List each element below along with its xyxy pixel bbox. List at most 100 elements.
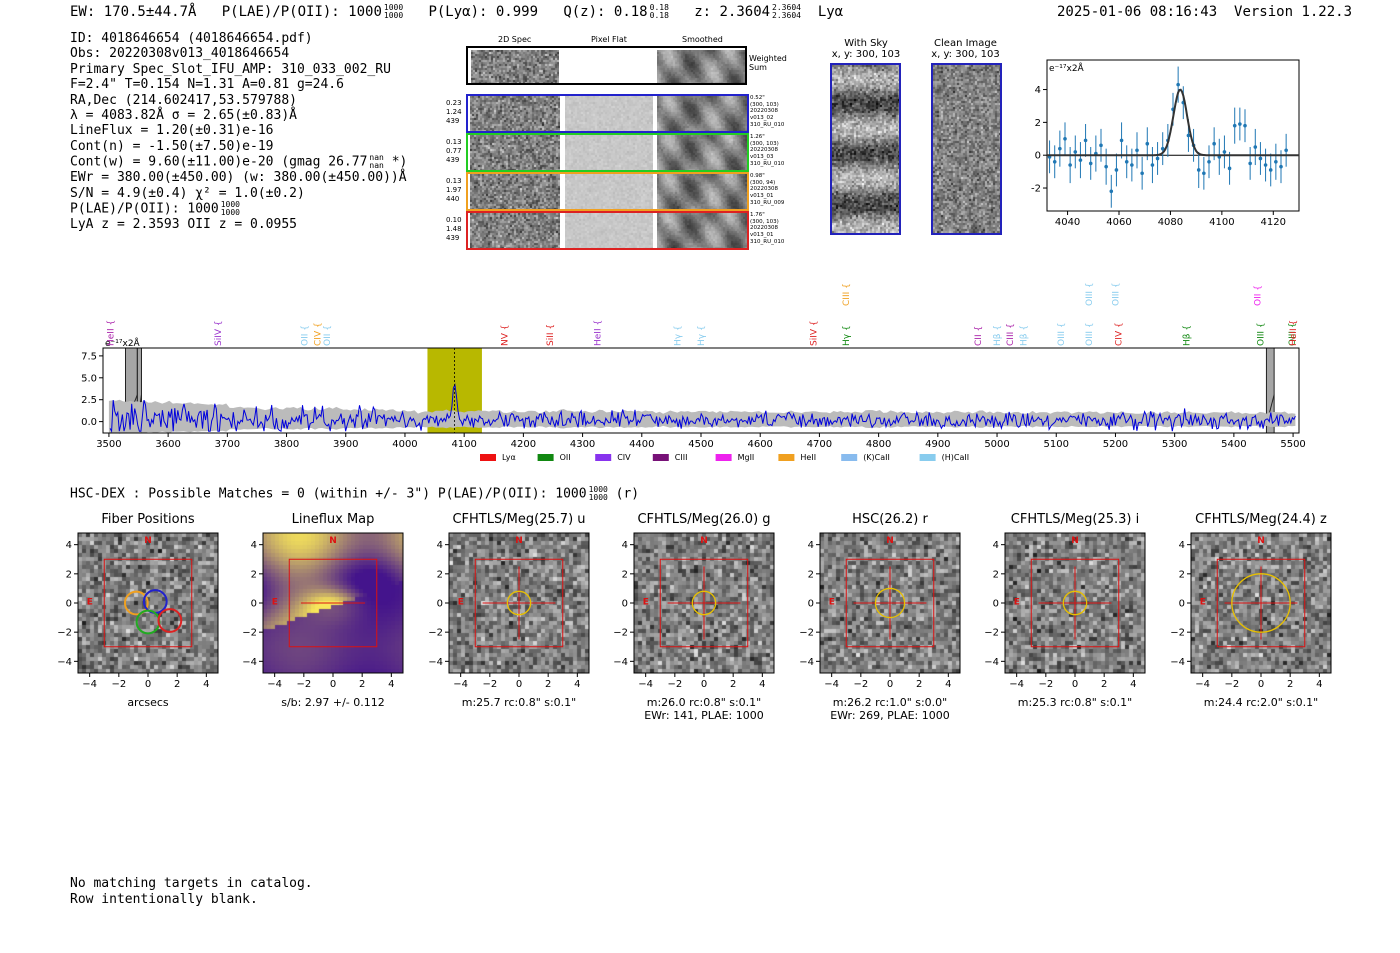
cutout-y-tick-label: 0 xyxy=(1179,599,1185,610)
full-y-label: e⁻¹⁷x2Å xyxy=(105,337,141,349)
zoom-data-point xyxy=(1109,189,1114,194)
clean-image xyxy=(931,63,1002,235)
spec2d-row-left-labels: 0.13 1.97 440 xyxy=(446,177,462,204)
weighted-2d-image xyxy=(471,50,559,83)
cutout-y-tick-label: −2 xyxy=(984,628,999,639)
cutout-y-tick-label: −4 xyxy=(242,657,257,668)
header-plya: P(Lyα): 0.999 xyxy=(428,4,539,20)
full-y-tick-label: 5.0 xyxy=(81,373,97,384)
emission-line-label: OII { xyxy=(1254,285,1264,306)
emission-line-label: HeII { xyxy=(1289,320,1299,346)
source-aperture-circle xyxy=(506,590,532,616)
col-smoothed: Smoothed xyxy=(682,35,723,44)
zoom-data-point xyxy=(1274,159,1278,164)
cutout-y-tick-label: −4 xyxy=(984,657,999,668)
cutout-aperture-box xyxy=(1030,558,1120,648)
info-plae-hi: 1000 xyxy=(220,200,240,210)
zoom-data-point xyxy=(1268,168,1273,172)
spec2d-row-smoothed xyxy=(657,96,747,131)
info-plae-lo: 1000 xyxy=(220,208,240,218)
spec2d-row-stat: 439 xyxy=(446,117,460,125)
east-marker: E xyxy=(829,597,835,607)
legend-label: (H)CaII xyxy=(942,453,969,462)
spec2d-row-meta: v013_01 xyxy=(750,193,774,200)
emission-line-label: Hβ { xyxy=(1183,325,1193,346)
emission-line-label: Hβ { xyxy=(993,325,1003,346)
zoom-plot-frame xyxy=(1046,59,1300,212)
cutout-title: HSC(26.2) r xyxy=(852,512,928,527)
zoom-data-point xyxy=(1232,123,1237,128)
zoom-data-point xyxy=(1063,136,1067,141)
emission-line-label: Hγ { xyxy=(673,325,683,346)
zoom-x-tick-label: 4100 xyxy=(1209,217,1234,228)
emission-line-label: CIV { xyxy=(313,322,323,346)
cutout-y-tick-label: 2 xyxy=(993,569,999,580)
north-marker: N xyxy=(329,536,337,546)
spec2d-row-stat: 1.48 xyxy=(446,225,462,233)
legend-label: OII xyxy=(560,453,571,462)
cutout-x-tick-label: 0 xyxy=(1258,679,1264,690)
full-x-tick-label: 3500 xyxy=(96,439,121,450)
full-x-tick-label: 4800 xyxy=(866,439,891,450)
cutout-x-tick-label: 2 xyxy=(359,679,365,690)
info-ewr: EWr = 380.00(±450.00) (w: 380.00(±450.00… xyxy=(70,170,407,186)
spec2d-row-flat xyxy=(565,174,653,209)
emission-line-label: SiIV { xyxy=(809,320,819,346)
clean-image-xy: x, y: 300, 103 xyxy=(931,49,1000,60)
emission-line-label: CIV { xyxy=(1114,322,1124,346)
cutout-caption-line-2: EWr: 141, PLAE: 1000 xyxy=(644,708,764,722)
full-spectrum-chart: 3500 3600 3700 3800 3900 4000 4100 4200 4300 4400… xyxy=(81,282,1306,462)
cutout-x-tick-label: 4 xyxy=(945,679,951,690)
cutout-y-tick-label: 2 xyxy=(1179,569,1185,580)
north-marker: N xyxy=(1071,536,1079,546)
cutout-x-tick-label: −4 xyxy=(638,679,653,690)
cutout-x-tick-label: −2 xyxy=(1224,679,1239,690)
spec2d-row-meta: v013_02 xyxy=(750,115,774,122)
spec2d-row-right-labels: 1.26" (300, 103) 20220308 v013_03 310_RU_010 xyxy=(750,134,784,168)
cutout-y-tick-label: 2 xyxy=(251,569,257,580)
info-contw-lo: nan xyxy=(369,161,384,171)
full-x-tick-label: 5200 xyxy=(1103,439,1128,450)
cutout-caption-line-1: m:26.0 rc:0.8" s:0.1" xyxy=(646,696,762,709)
cutout-x-tick-label: 0 xyxy=(701,679,707,690)
legend-swatch xyxy=(480,454,496,461)
spec2d-row-stat: 0.77 xyxy=(446,147,462,155)
spec2d-row-left-labels: 0.10 1.48 439 xyxy=(446,216,462,243)
spec2d-row-flat xyxy=(565,135,653,170)
north-marker: N xyxy=(886,536,894,546)
zoom-data-point xyxy=(1135,148,1139,153)
east-marker: E xyxy=(1014,597,1020,607)
zoom-data-point xyxy=(1145,141,1150,146)
emission-line-label: Hγ { xyxy=(697,325,707,346)
cutout-x-tick-label: −4 xyxy=(82,679,97,690)
spec2d-row-right-labels: 0.98" (300, 94) 20220308 v013_01 310_RU_009 xyxy=(750,173,784,207)
cutout-y-tick-label: 4 xyxy=(437,540,443,551)
legend-label: Lyα xyxy=(502,453,516,462)
header-qz-lo: 0.18 xyxy=(649,11,669,20)
cutout-title: CFHTLS/Meg(25.7) u xyxy=(452,512,586,527)
info-obs: Obs: 20220308v013_4018646654 xyxy=(70,46,290,62)
spec2d-row-image xyxy=(470,96,560,131)
spec2d-row-meta: (300, 103) xyxy=(750,101,779,108)
cutout-caption: m:26.0 rc:0.8" s:0.1" EWr: 141, PLAE: 100… xyxy=(604,696,804,722)
cutout-y-tick-label: −4 xyxy=(613,657,628,668)
full-x-tick-label: 5100 xyxy=(1044,439,1069,450)
info-contw-end: *) xyxy=(391,154,408,170)
weighted-sum-label: Weighted Sum xyxy=(749,54,787,72)
spec2d-row-meta: 310_RU_010 xyxy=(750,160,785,167)
with-sky-image xyxy=(830,63,901,235)
zoom-data-point xyxy=(1068,163,1072,167)
full-y-tick-label: 2.5 xyxy=(81,395,97,406)
spec2d-row-meta: (300, 103) xyxy=(750,140,779,147)
zoom-data-point xyxy=(1150,163,1155,167)
clean-image-canvas xyxy=(933,65,1000,233)
legend-swatch xyxy=(595,454,612,461)
legend-swatch xyxy=(715,454,732,461)
timestamp: 2025-01-06 08:16:43 xyxy=(1057,4,1218,20)
header-z-hi: 2.3604 xyxy=(772,3,801,12)
zoom-y-label: e⁻¹⁷x2Å xyxy=(1049,62,1085,74)
cutout-x-tick-label: 2 xyxy=(174,679,180,690)
spec2d-row-meta: 1.76" xyxy=(750,212,765,218)
spec2d-row xyxy=(466,133,749,172)
zoom-data-point xyxy=(1202,171,1206,176)
